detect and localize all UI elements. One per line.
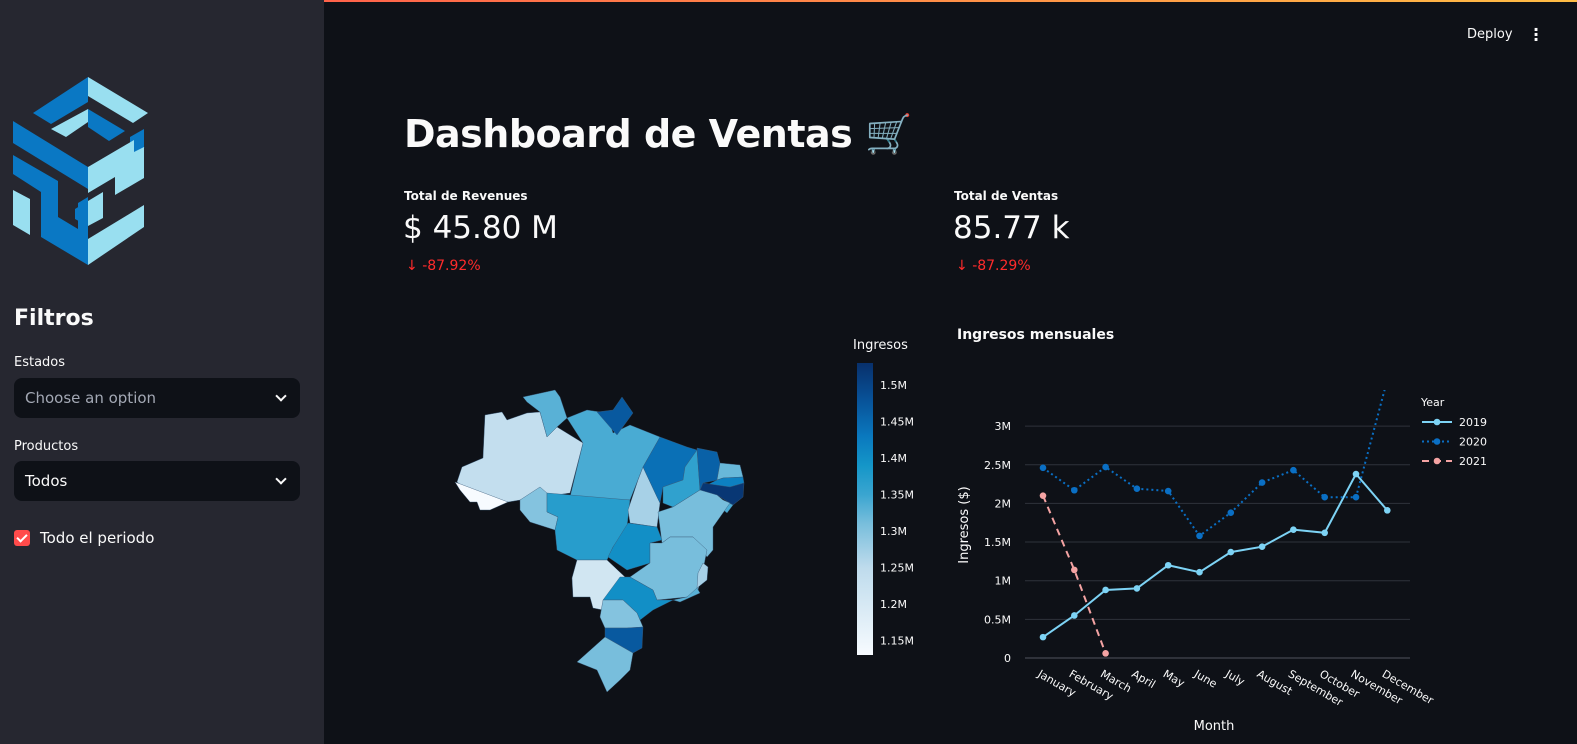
delta-value: -87.29% — [972, 258, 1031, 274]
colorbar-tick: 1.15M — [880, 634, 914, 647]
colorbar-tick: 1.3M — [880, 525, 907, 538]
checkbox-checked-icon[interactable] — [14, 530, 30, 546]
colorbar-tick: 1.25M — [880, 561, 914, 574]
colorbar — [857, 363, 873, 655]
top-decoration — [0, 0, 1577, 2]
map-region[interactable] — [454, 481, 509, 511]
cube-logo — [13, 77, 148, 265]
colorbar-title: Ingresos — [853, 338, 908, 353]
colorbar-tick: 1.45M — [880, 415, 914, 428]
colorbar-tick: 1.5M — [880, 379, 907, 392]
metric-delta-ventas: ↓ -87.29% — [956, 258, 1031, 274]
arrow-down-icon: ↓ — [406, 258, 418, 274]
metric-delta-revenues: ↓ -87.92% — [406, 258, 481, 274]
productos-value: Todos — [25, 472, 68, 490]
map-region[interactable] — [456, 411, 584, 503]
filters-heading: Filtros — [14, 306, 94, 331]
checkbox-label: Todo el periodo — [40, 529, 155, 547]
delta-value: -87.92% — [422, 258, 481, 274]
vertical-ellipsis-icon[interactable]: · · · — [1533, 20, 1540, 49]
metric-value-revenues: $ 45.80 M — [403, 210, 558, 246]
colorbar-tick: 1.4M — [880, 452, 907, 465]
sidebar: Filtros Estados Choose an option Product… — [0, 0, 324, 744]
map-region[interactable] — [571, 559, 626, 611]
map-region[interactable] — [672, 587, 701, 603]
colorbar-tick: 1.2M — [880, 598, 907, 611]
productos-select[interactable]: Todos — [14, 461, 300, 501]
metric-label-ventas: Total de Ventas — [954, 189, 1059, 203]
estados-placeholder: Choose an option — [25, 389, 157, 407]
map-region[interactable] — [522, 389, 568, 438]
map-region[interactable] — [696, 562, 709, 589]
line-chart-title: Ingresos mensuales — [957, 327, 1115, 343]
map-region[interactable] — [576, 636, 634, 693]
productos-label: Productos — [14, 439, 79, 454]
colorbar-tick: 1.35M — [880, 488, 914, 501]
metric-label-revenues: Total de Revenues — [404, 189, 528, 203]
page-title: Dashboard de Ventas 🛒 — [404, 112, 912, 156]
map-region[interactable] — [596, 396, 634, 436]
deploy-button[interactable]: Deploy — [1467, 27, 1513, 42]
metric-value-ventas: 85.77 k — [953, 210, 1070, 246]
arrow-down-icon: ↓ — [956, 258, 968, 274]
todo-el-periodo-checkbox[interactable]: Todo el periodo — [14, 529, 154, 547]
estados-label: Estados — [14, 355, 66, 370]
estados-select[interactable]: Choose an option — [14, 378, 300, 418]
